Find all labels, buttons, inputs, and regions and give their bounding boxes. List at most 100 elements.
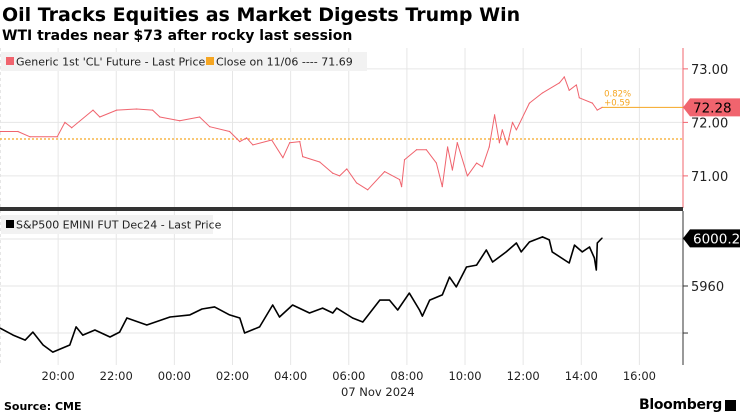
data-point [319, 161, 321, 163]
legend-swatch [6, 220, 14, 228]
data-point [451, 169, 454, 171]
last-value-label: 72.28 [693, 100, 732, 116]
data-point [151, 109, 154, 111]
data-point [245, 137, 248, 139]
chart-title: Oil Tracks Equities as Market Digests Tr… [2, 4, 521, 26]
change-percent-label: 0.82% [604, 89, 631, 99]
data-point [588, 246, 591, 248]
x-tick-label: 00:00 [158, 369, 191, 383]
data-point [259, 326, 261, 328]
data-point [189, 314, 191, 316]
x-tick-label: 08:00 [390, 369, 423, 383]
data-point [336, 307, 338, 309]
data-point [116, 109, 118, 111]
data-point [446, 146, 449, 148]
data-point [272, 304, 274, 306]
data-point [332, 172, 334, 174]
data-point [505, 251, 507, 253]
legend-swatch [6, 57, 14, 65]
x-tick-label: 10:00 [448, 369, 481, 383]
data-point [282, 157, 284, 159]
data-point [169, 316, 171, 318]
y-tick-label: 71.00 [691, 170, 728, 185]
x-tick-label: 12:00 [507, 369, 540, 383]
x-tick-label: 04:00 [274, 369, 307, 383]
data-point [408, 292, 410, 294]
data-point [52, 351, 54, 353]
legend-swatch [206, 57, 214, 65]
data-point [244, 332, 246, 334]
data-point [515, 242, 517, 244]
data-point [332, 312, 334, 314]
data-point [308, 312, 311, 314]
data-point [69, 344, 71, 346]
data-point [506, 144, 508, 146]
x-tick-label: 06:00 [332, 369, 365, 383]
data-point [109, 336, 111, 338]
data-point [299, 141, 301, 143]
data-point [498, 142, 501, 144]
data-point [355, 182, 358, 184]
data-point [75, 326, 77, 328]
y-tick-label: 73.00 [691, 63, 728, 78]
data-point [593, 257, 595, 259]
data-point [596, 242, 598, 244]
data-point [352, 317, 354, 319]
data-point [575, 84, 578, 86]
y-tick-label: 72.00 [691, 116, 728, 131]
data-point [456, 142, 458, 144]
data-point [278, 316, 281, 318]
data-point [239, 141, 241, 143]
data-point [485, 249, 487, 251]
data-point [71, 127, 73, 129]
data-point [159, 116, 161, 118]
data-point [563, 76, 565, 78]
data-point [384, 171, 386, 173]
data-point [99, 116, 101, 118]
data-point [229, 130, 231, 133]
data-point [213, 306, 216, 308]
data-point [429, 299, 431, 301]
data-point [0, 130, 1, 133]
data-point [441, 294, 443, 296]
data-point [179, 120, 181, 122]
data-point [346, 168, 348, 170]
data-point [17, 130, 19, 133]
data-point [322, 307, 324, 309]
data-point [146, 324, 148, 326]
data-point [501, 129, 503, 131]
data-point [573, 244, 576, 246]
data-point [239, 317, 241, 319]
data-point [481, 166, 484, 168]
data-point [581, 251, 583, 253]
x-tick-label: 02:00 [216, 369, 249, 383]
legend-box [1, 52, 367, 71]
data-point [441, 185, 443, 188]
bloomberg-logo-icon [725, 400, 736, 411]
data-point [209, 126, 211, 128]
data-point [302, 156, 304, 158]
chart-subtitle: WTI trades near $73 after rocky last ses… [2, 28, 353, 44]
data-point [455, 286, 457, 288]
data-point [271, 139, 273, 141]
last-value-badge [683, 229, 740, 248]
series-line-sp500 [0, 236, 603, 353]
data-point [42, 344, 44, 346]
last-value-label: 6000.25 [693, 231, 740, 247]
data-point [421, 315, 423, 317]
data-point [528, 102, 531, 104]
data-point [465, 266, 468, 268]
x-axis-date-label: 07 Nov 2024 [341, 385, 415, 399]
data-point [601, 237, 603, 239]
data-point [528, 241, 531, 243]
source-label: Source: CME [4, 400, 82, 413]
panel-separator [0, 207, 683, 211]
data-point [367, 189, 369, 191]
data-point [493, 114, 496, 116]
data-point [448, 276, 451, 278]
data-point [415, 149, 418, 151]
data-point [541, 236, 544, 238]
data-point [476, 162, 478, 164]
data-point [24, 339, 26, 341]
